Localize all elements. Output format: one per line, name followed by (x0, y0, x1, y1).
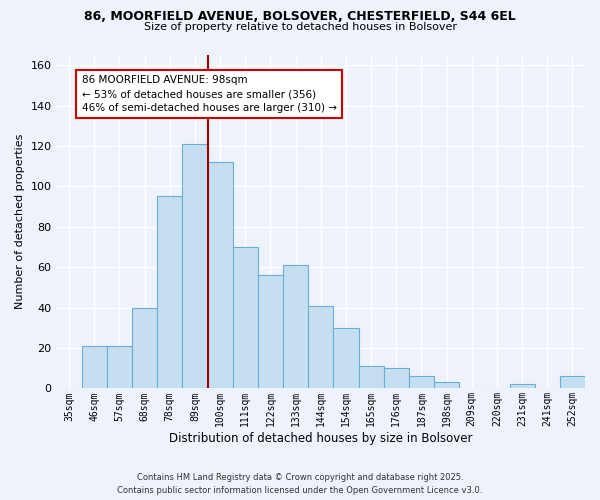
Text: 86 MOORFIELD AVENUE: 98sqm
← 53% of detached houses are smaller (356)
46% of sem: 86 MOORFIELD AVENUE: 98sqm ← 53% of deta… (82, 75, 337, 113)
Bar (182, 144, 208, 388)
Bar (383, 368, 409, 388)
Text: Size of property relative to detached houses in Bolsover: Size of property relative to detached ho… (143, 22, 457, 32)
Bar (233, 247, 258, 388)
Bar (283, 265, 308, 388)
Bar (560, 376, 585, 388)
Bar (132, 308, 157, 388)
X-axis label: Distribution of detached houses by size in Bolsover: Distribution of detached houses by size … (169, 432, 473, 445)
Bar (157, 196, 182, 388)
Y-axis label: Number of detached properties: Number of detached properties (15, 134, 25, 310)
Bar (82, 346, 107, 389)
Bar (208, 162, 233, 388)
Text: 86, MOORFIELD AVENUE, BOLSOVER, CHESTERFIELD, S44 6EL: 86, MOORFIELD AVENUE, BOLSOVER, CHESTERF… (84, 10, 516, 23)
Bar (258, 276, 283, 388)
Bar (334, 328, 359, 388)
Bar (509, 384, 535, 388)
Bar (308, 306, 334, 388)
Bar (434, 382, 459, 388)
Text: Contains HM Land Registry data © Crown copyright and database right 2025.
Contai: Contains HM Land Registry data © Crown c… (118, 474, 482, 495)
Bar (359, 366, 383, 388)
Bar (107, 346, 132, 389)
Bar (409, 376, 434, 388)
